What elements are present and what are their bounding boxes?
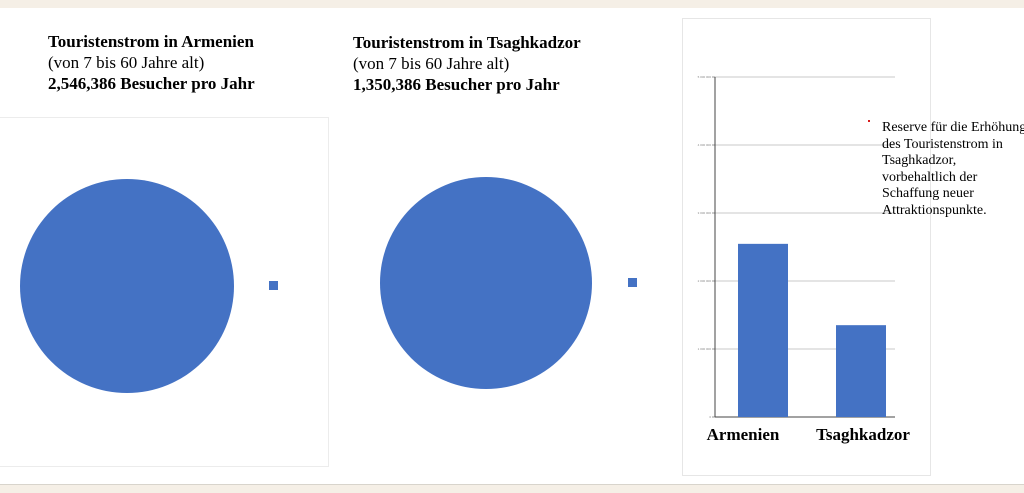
bar-armenien	[738, 243, 788, 417]
heading-armenia-subtitle: (von 7 bis 60 Jahre alt)	[48, 53, 205, 72]
heading-armenia: Touristenstrom in Armenien (von 7 bis 60…	[48, 31, 255, 94]
pie-chart-tsaghkadzor	[380, 177, 637, 389]
heading-armenia-visitors: 2,546,386 Besucher pro Jahr	[48, 74, 255, 93]
pie-armenia-legend-swatch	[269, 281, 278, 290]
pie-tsaghkadzor-legend-swatch	[628, 278, 637, 287]
pie-chart-armenia	[20, 179, 278, 393]
bar-tsaghkadzor	[836, 325, 886, 417]
y-tick-label-0: 0	[709, 415, 711, 419]
x-axis-label-tsaghkadzor: Tsaghkadzor	[816, 425, 910, 444]
pie-armenia-slice-0	[20, 179, 234, 393]
bottom-divider	[0, 484, 1024, 485]
heading-tsaghkadzor-title: Touristenstrom in Tsaghkadzor	[353, 33, 581, 52]
heading-tsaghkadzor: Touristenstrom in Tsaghkadzor (von 7 bis…	[353, 32, 581, 95]
heading-armenia-title: Touristenstrom in Armenien	[48, 32, 254, 51]
note-marker	[868, 120, 870, 122]
reserve-note: Reserve für die Erhöhung des Touristenst…	[882, 120, 1024, 218]
pie-chart-armenia-panel	[0, 117, 329, 467]
bottom-band	[0, 485, 1024, 493]
pie-tsaghkadzor-slice-0	[380, 177, 592, 389]
y-tick-label-4: 4 000 000	[698, 143, 712, 147]
bar-chart: 0 1 000 000 2 000 000 3 000 000 4 000 000 5 0…	[698, 75, 911, 444]
y-tick-label-2: 2 000 000	[698, 279, 712, 283]
y-tick-label-3: 3 000 000	[698, 211, 712, 215]
bar-chart-panel: 0 1 000 000 2 000 000 3 000 000 4 000 000 5 0…	[682, 18, 931, 476]
heading-tsaghkadzor-subtitle: (von 7 bis 60 Jahre alt)	[353, 54, 510, 73]
y-tick-label-1: 1 000 000	[698, 347, 712, 351]
pie-chart-tsaghkadzor-panel	[340, 117, 660, 467]
y-tick-label-5: 5 000 000	[698, 75, 712, 79]
heading-tsaghkadzor-visitors: 1,350,386 Besucher pro Jahr	[353, 75, 560, 94]
x-axis-label-armenien: Armenien	[707, 425, 780, 444]
top-band	[0, 0, 1024, 8]
